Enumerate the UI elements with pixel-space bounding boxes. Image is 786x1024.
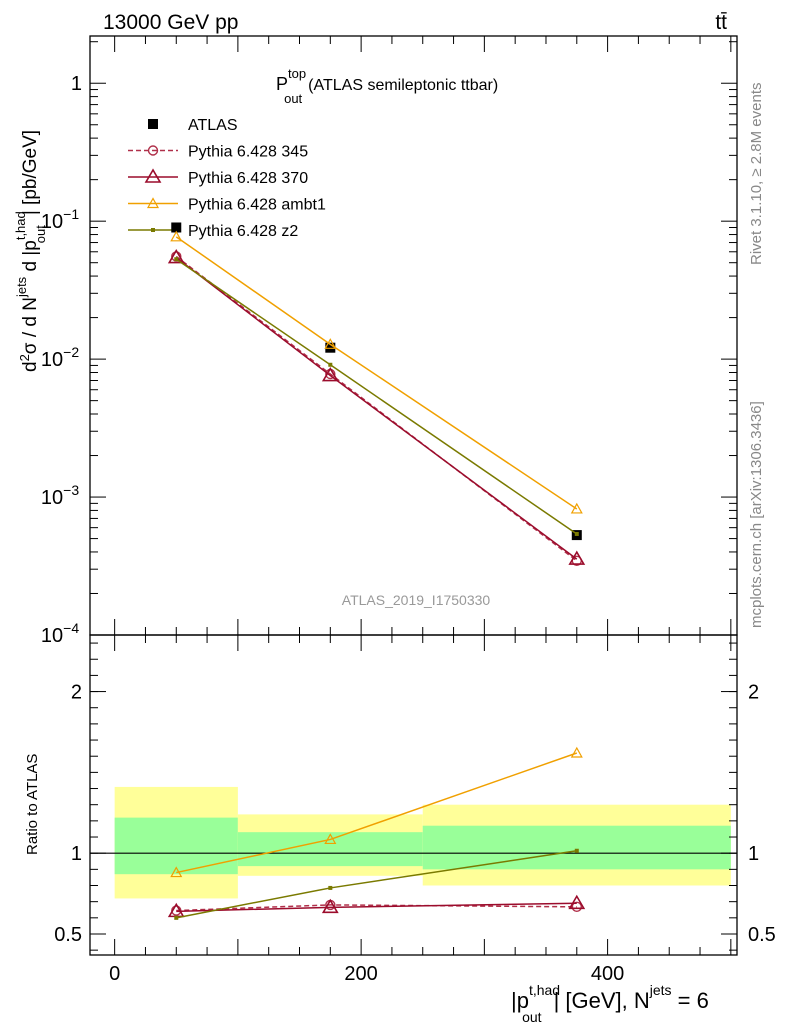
ratio-series-line	[176, 902, 577, 913]
main-data-point	[325, 342, 336, 353]
legend-label: Pythia 6.428 ambt1	[188, 197, 326, 214]
main-series-line	[175, 258, 578, 535]
ratio-data-point	[174, 915, 179, 920]
ratio-y-tick-label-right: 1	[748, 843, 759, 865]
main-data-point	[167, 248, 185, 264]
main-axes: 1 10−1 10−2 10−3 10−4	[41, 36, 737, 647]
legend-marker	[151, 228, 155, 232]
ratio-y-tick-label-left: 2	[71, 682, 82, 704]
legend-marker	[147, 145, 159, 156]
main-series-3	[170, 230, 583, 514]
main-y-tick-label: 10−1	[41, 206, 79, 233]
ratio-data-point	[568, 894, 586, 910]
x-axis-label: |pt,had out| [GeV], Njets = 6	[511, 982, 709, 1024]
ratio-y-tick-label-right: 0.5	[748, 924, 776, 946]
main-series-4	[174, 257, 579, 536]
main-series-2	[167, 248, 586, 565]
green-band-2	[422, 825, 731, 870]
main-y-axis-label: d2σ / d Njets d |pt,had out| [pb/GeV]	[13, 130, 48, 372]
ratio-data-point	[324, 833, 337, 845]
ratio-series-layer	[167, 746, 586, 920]
ratio-series-line	[176, 752, 578, 874]
legend-entry: ATLAS	[148, 117, 238, 134]
analysis-watermark: ATLAS_2019_I1750330	[342, 592, 491, 608]
ratio-y-axis-label: Ratio to ATLAS	[24, 754, 41, 855]
main-series-layer	[167, 222, 586, 567]
ratio-data-point	[170, 866, 183, 878]
main-y-tick-label: 10−3	[41, 482, 79, 509]
green-band-0	[114, 817, 238, 875]
x-tick-label: 0	[109, 963, 120, 985]
ratio-y-tick-label-right: 2	[748, 682, 759, 704]
main-y-tick-label: 1	[71, 73, 82, 95]
ratio-series-2	[170, 746, 583, 878]
x-tick-label: 200	[344, 963, 377, 985]
main-data-point	[324, 338, 337, 349]
legend-label: Pythia 6.428 345	[188, 144, 308, 161]
legend-label: ATLAS	[188, 117, 238, 134]
legend-entry: Pythia 6.428 ambt1	[128, 197, 326, 214]
ratio-series-1	[167, 894, 586, 918]
main-series-line	[175, 236, 578, 510]
main-title: Ptop out(ATLAS semileptonic ttbar)	[276, 66, 498, 106]
ratio-data-point	[321, 898, 339, 914]
process-label: tt̄	[715, 11, 727, 34]
ratio-series-3	[174, 848, 579, 920]
ratio-y-tick-label-left: 1	[71, 843, 82, 865]
legend: ATLAS Pythia 6.428 345 Pythia 6.428 370 Pyt…	[128, 117, 326, 240]
green-band-1	[237, 832, 423, 867]
main-series-0	[171, 222, 582, 541]
main-y-tick-label: 10−4	[41, 620, 79, 647]
main-data-point	[321, 366, 339, 382]
legend-label: Pythia 6.428 370	[188, 170, 308, 187]
energy-label: 13000 GeV pp	[103, 11, 238, 34]
main-data-point	[174, 257, 179, 262]
ratio-data-point	[328, 885, 333, 890]
legend-label: Pythia 6.428 z2	[188, 223, 298, 240]
legend-marker	[148, 119, 158, 129]
ratio-uncertainty-bands	[90, 786, 737, 899]
legend-entry: Pythia 6.428 z2	[128, 223, 298, 240]
ratio-series-line	[176, 904, 577, 912]
main-data-point	[568, 550, 586, 565]
legend-marker	[144, 168, 162, 183]
rivet-label: Rivet 3.1.10, ≥ 2.8M events	[748, 83, 765, 266]
ratio-y-tick-label-left: 0.5	[54, 924, 82, 946]
main-data-point	[574, 531, 579, 536]
main-data-point	[170, 230, 183, 242]
main-data-point	[570, 502, 583, 514]
ratio-axes: 0.5 0.5 1 1 2 2 0 200 400	[54, 635, 776, 985]
ratio-panel-frame	[89, 634, 738, 956]
ratio-data-point	[574, 848, 579, 853]
main-data-point	[171, 222, 182, 233]
legend-marker	[146, 197, 160, 209]
x-tick-label: 400	[591, 963, 624, 985]
ratio-series-0	[171, 899, 582, 916]
main-y-tick-label: 10−2	[41, 344, 79, 371]
main-data-point	[328, 362, 333, 367]
mcplots-label: mcplots.cern.ch [arXiv:1306.3436]	[748, 401, 765, 628]
legend-entry: Pythia 6.428 345	[128, 144, 308, 161]
main-series-line	[175, 255, 578, 562]
main-series-line	[175, 256, 578, 560]
ratio-data-point	[571, 901, 582, 913]
ratio-data-point	[570, 746, 583, 758]
legend-entry: Pythia 6.428 370	[128, 168, 308, 187]
